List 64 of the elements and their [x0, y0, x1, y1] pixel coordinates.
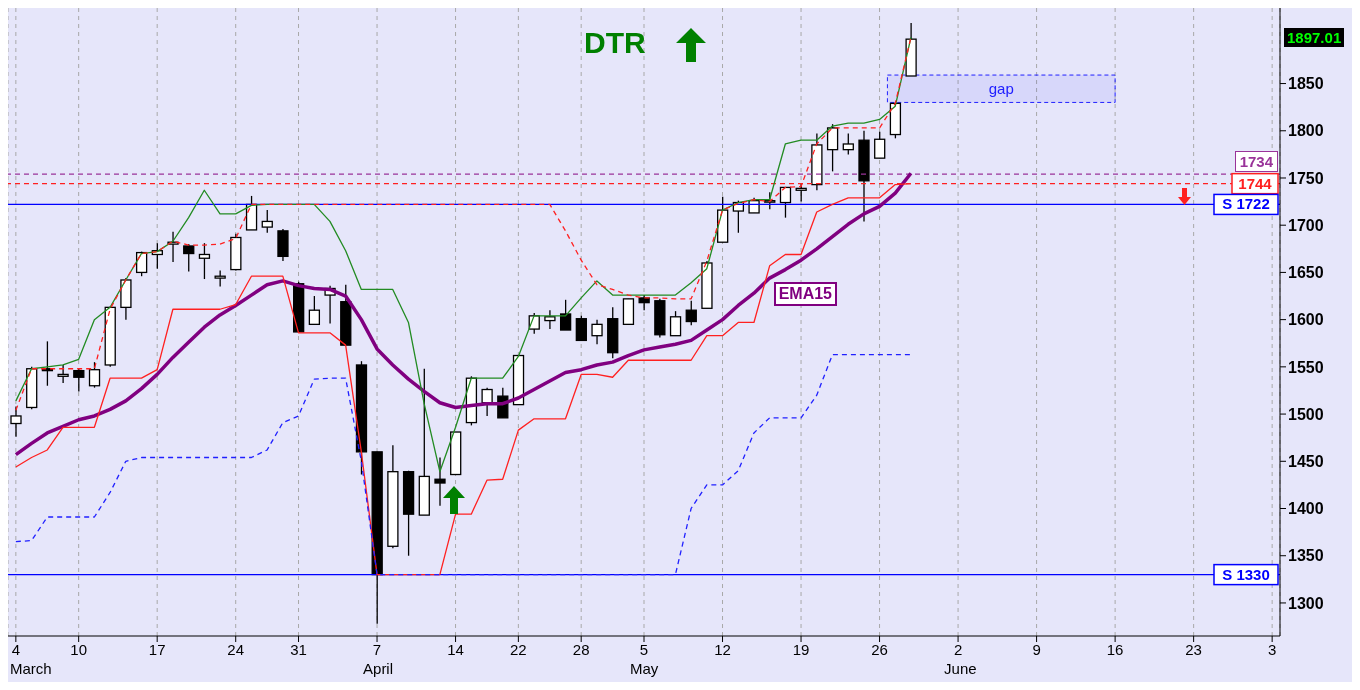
x-tick-label: 31 — [290, 640, 307, 658]
series-label: EMA15 — [773, 282, 837, 307]
candlestick — [826, 123, 839, 173]
y-tick-label: 1500 — [1288, 405, 1324, 423]
x-tick-label: 22 — [510, 640, 527, 658]
text: April — [363, 660, 394, 677]
candlestick — [874, 131, 886, 159]
text: DTR — [584, 26, 646, 60]
annotation: 1734 — [1234, 151, 1278, 173]
candlestick — [669, 310, 682, 337]
candlestick — [73, 368, 85, 393]
candlestick — [10, 405, 22, 438]
x-tick-label: 10 — [70, 640, 88, 658]
y-tick-label: 1700 — [1288, 216, 1324, 234]
y-tick-label: 1400 — [1288, 500, 1324, 518]
candlestick — [434, 456, 446, 507]
x-tick-label: 26 — [871, 640, 888, 658]
text: June — [944, 660, 977, 677]
ref-line-label: 1744 — [1238, 174, 1273, 192]
y-tick-label: 1300 — [1288, 594, 1324, 612]
y-tick-label: 1850 — [1288, 75, 1324, 93]
candlestick — [481, 386, 493, 417]
candlestick — [591, 318, 603, 345]
x-tick-label: 7 — [372, 640, 382, 658]
band-label: gap — [988, 80, 1014, 98]
candlestick — [183, 243, 195, 273]
x-tick-label: 17 — [148, 640, 166, 658]
x-tick-label: 16 — [1106, 640, 1124, 658]
x-tick-label: 9 — [1032, 640, 1041, 658]
y-tick-label: 1800 — [1288, 122, 1324, 140]
candlestick — [842, 132, 854, 156]
line-series — [14, 171, 913, 457]
candlestick — [559, 299, 572, 331]
ref-line-label: S 1330 — [1222, 565, 1270, 583]
candlestick — [198, 242, 211, 280]
x-tick-label: 28 — [572, 640, 590, 658]
y-tick-label: 1750 — [1288, 169, 1324, 187]
y-tick-label: 1600 — [1288, 311, 1324, 329]
candlestick — [575, 315, 587, 342]
candlestick — [214, 269, 226, 288]
line-series — [15, 353, 912, 576]
y-tick-label: 1550 — [1288, 358, 1324, 376]
candlestick — [779, 186, 792, 219]
text: May — [630, 660, 659, 677]
x-tick-label: 3 — [1267, 640, 1277, 658]
y-tick-label: 1350 — [1288, 547, 1324, 565]
x-tick-label: 12 — [714, 640, 731, 658]
y-tick-label: 1450 — [1288, 452, 1324, 470]
y-tick-label: 1650 — [1288, 264, 1324, 282]
candlestick — [261, 209, 273, 234]
text: 1897.01 — [1284, 28, 1345, 48]
candlestick — [308, 295, 321, 326]
text: March — [10, 660, 52, 677]
x-tick-label: 24 — [227, 640, 245, 658]
x-tick-label: 2 — [953, 640, 963, 658]
candlestick — [57, 364, 69, 384]
ref-line-label: S 1722 — [1222, 195, 1270, 213]
candlestick — [88, 361, 101, 389]
x-tick-label: 19 — [792, 640, 810, 658]
candlestick — [685, 300, 697, 326]
x-tick-label: 4 — [11, 640, 21, 658]
x-tick-label: 5 — [639, 640, 649, 658]
x-tick-label: 14 — [447, 640, 464, 658]
x-tick-label: 23 — [1185, 640, 1202, 658]
